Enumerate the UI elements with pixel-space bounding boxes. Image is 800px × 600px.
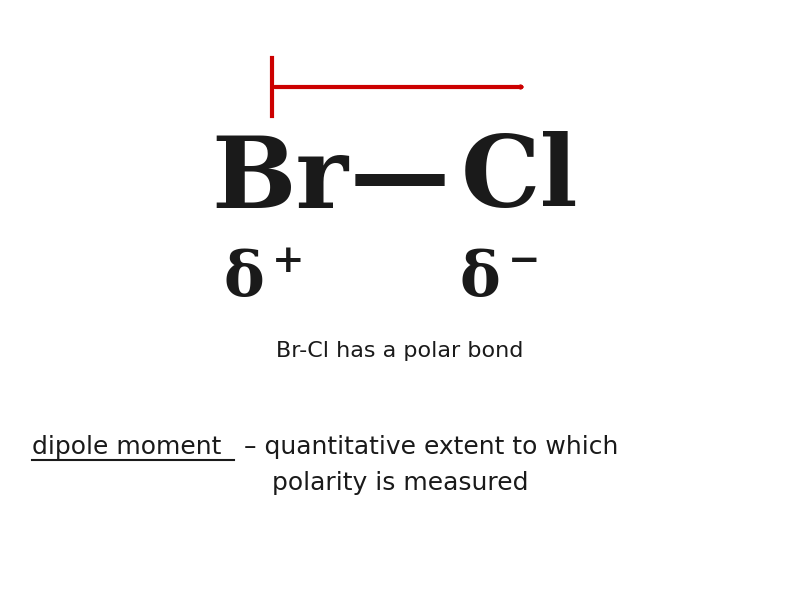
Text: – quantitative extent to which: – quantitative extent to which bbox=[236, 435, 618, 459]
Text: Br: Br bbox=[211, 131, 349, 229]
Text: dipole moment: dipole moment bbox=[32, 435, 222, 459]
Text: Br-Cl has a polar bond: Br-Cl has a polar bond bbox=[276, 341, 524, 361]
Text: Cl: Cl bbox=[461, 131, 579, 229]
Text: +: + bbox=[272, 242, 304, 280]
Text: δ: δ bbox=[224, 249, 264, 309]
Text: −: − bbox=[508, 242, 540, 280]
Text: —: — bbox=[350, 131, 450, 229]
Text: δ: δ bbox=[460, 249, 500, 309]
Text: polarity is measured: polarity is measured bbox=[272, 471, 528, 495]
FancyArrowPatch shape bbox=[274, 86, 522, 88]
